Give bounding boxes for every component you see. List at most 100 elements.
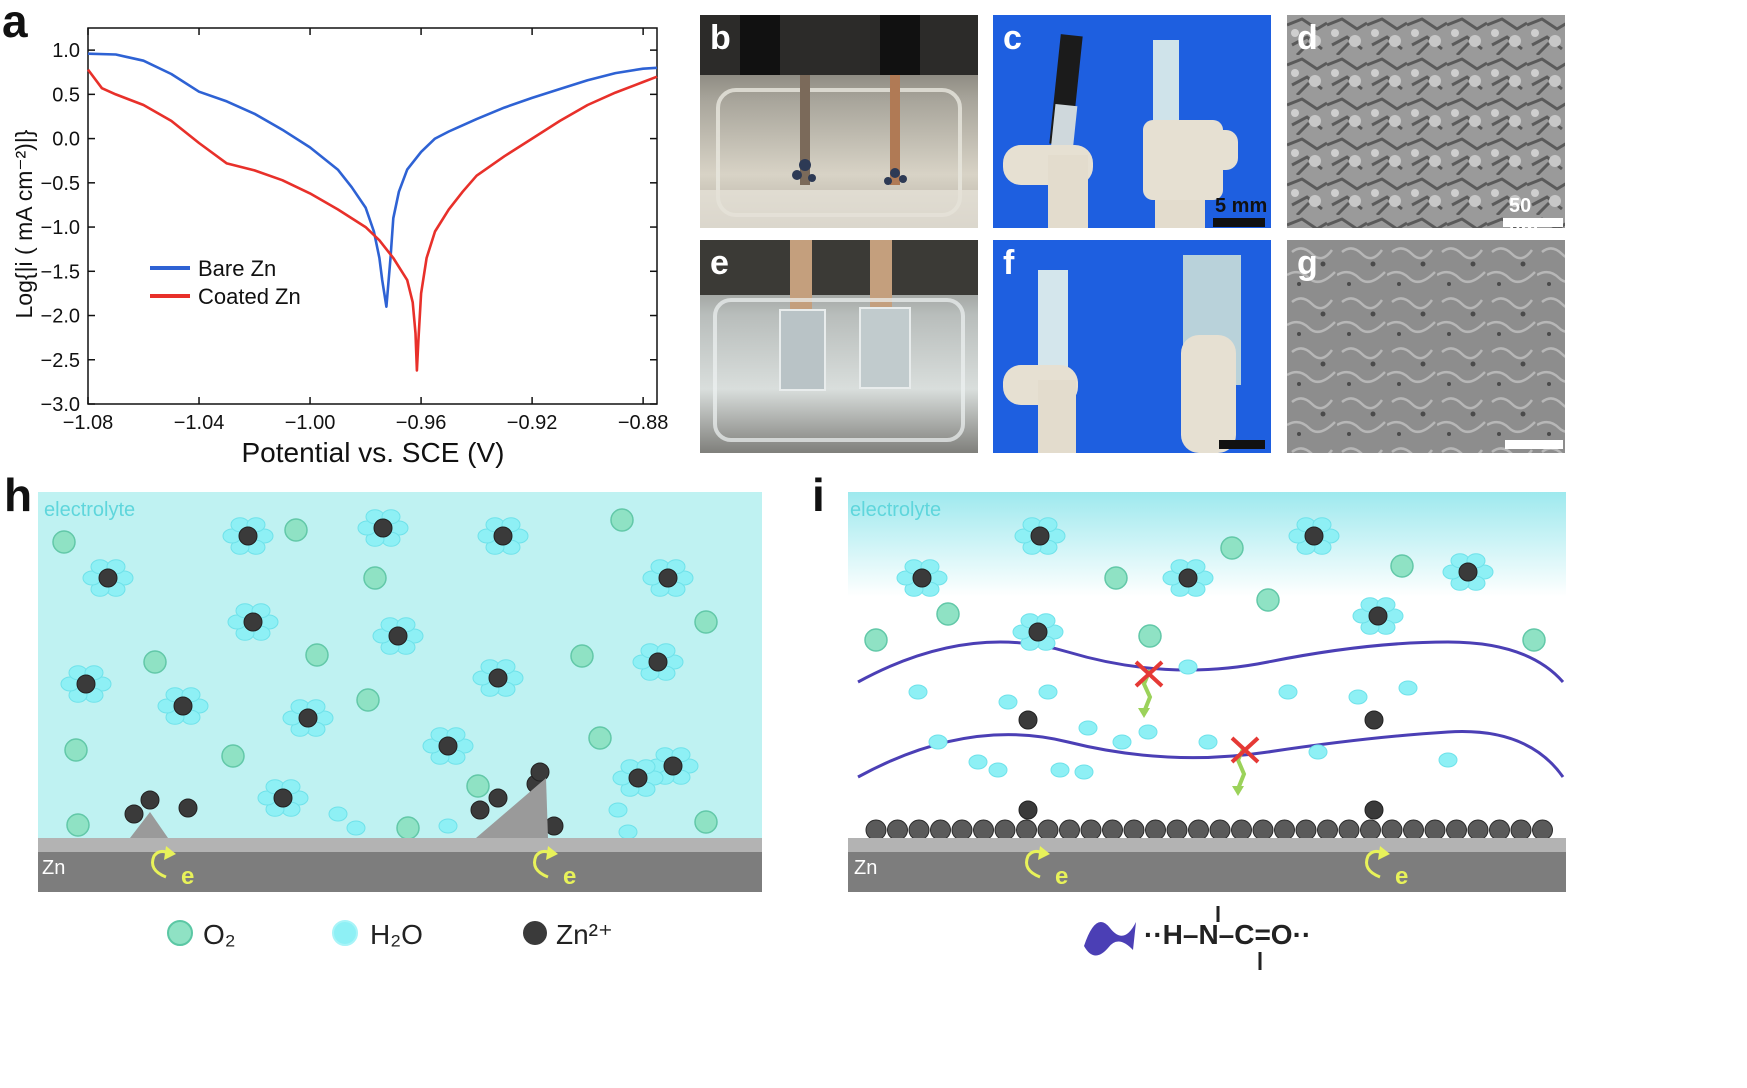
- deposited-zn-atom: [1381, 819, 1403, 841]
- y-tick-label: 0.0: [52, 129, 80, 151]
- o2-molecule: [1256, 588, 1280, 612]
- scale-bar-g: [1505, 440, 1563, 449]
- h2o-molecule: [1308, 744, 1328, 760]
- y-tick-label: −2.0: [41, 306, 80, 328]
- deposited-zn-atom: [1145, 819, 1166, 841]
- legend-label-coated-zn: Coated Zn: [198, 284, 301, 309]
- deposited-zn-atom: [951, 819, 973, 841]
- schematic-i: electrolyte Zn e e: [848, 492, 1566, 892]
- electron-arrow-i1: e: [1025, 846, 1068, 890]
- photo-letter-b: b: [710, 19, 731, 57]
- deposited-zn-atom: [1016, 819, 1037, 841]
- zn-ion: [1030, 526, 1050, 546]
- chart-frame: [87, 27, 658, 405]
- h2o-molecule: [1050, 762, 1070, 778]
- blocked-arrow-1: [1134, 660, 1164, 718]
- zn-ion: [140, 790, 160, 810]
- zn-ion: [488, 788, 508, 808]
- o2-molecule: [570, 644, 594, 668]
- h2o-symbol: [332, 920, 358, 946]
- o2-symbol: [167, 920, 193, 946]
- zn-ion: [76, 674, 96, 694]
- deposited-zn-atom: [887, 819, 908, 841]
- zn-ion: [243, 612, 263, 632]
- zn-uniform-deposit-layer: [865, 819, 1553, 841]
- zn-ion: [178, 798, 198, 818]
- deposited-zn-atom: [865, 819, 887, 841]
- o2-molecule: [1104, 566, 1128, 590]
- legend-h2o: H₂O: [332, 919, 423, 950]
- plot-frame: [87, 27, 658, 405]
- h2o-molecule: [1438, 752, 1458, 768]
- deposited-zn-atom: [1037, 819, 1059, 841]
- electrolyte-label-i: electrolyte: [850, 499, 941, 521]
- o2-molecule: [1390, 554, 1414, 578]
- h2o-molecule: [1398, 680, 1418, 696]
- electron-arrow-h2: e: [533, 846, 576, 890]
- deposited-zn-atom: [994, 819, 1016, 841]
- chart-legend: Bare Zn Coated Zn: [150, 256, 301, 309]
- h2o-molecule: [1198, 734, 1218, 750]
- o2-molecule: [64, 738, 88, 762]
- deposited-zn-atom: [1231, 819, 1252, 841]
- y-tick-label: −1.5: [41, 261, 80, 283]
- photo-c-zn-holders: c 5 mm: [993, 15, 1271, 228]
- deposited-zn-atom: [1360, 819, 1381, 841]
- scale-label-c: 5 mm: [1215, 195, 1268, 217]
- y-tick-label: −0.5: [41, 173, 80, 195]
- panel-letter-a: a: [2, 0, 28, 47]
- o2-molecule: [305, 643, 329, 667]
- zn-ion: [1018, 800, 1038, 820]
- zn-ion: [273, 788, 293, 808]
- zn-ion: [173, 696, 193, 716]
- photo-d-image: [1287, 15, 1565, 228]
- zn-ion: [912, 568, 932, 588]
- dendrite-large: [476, 778, 548, 838]
- x-axis-title: Potential vs. SCE (V): [242, 437, 505, 468]
- legend-zn2: Zn²⁺: [523, 919, 613, 950]
- electron-label-i1: e: [1055, 863, 1068, 890]
- particles-h: [52, 508, 718, 840]
- h2o-molecule: [1074, 764, 1094, 780]
- deposited-zn-atom: [973, 819, 994, 841]
- series-line-coated-zn: [86, 68, 658, 372]
- zn-ion: [628, 768, 648, 788]
- o2-molecule: [466, 774, 490, 798]
- o2-molecule: [221, 744, 245, 768]
- deposited-zn-atom: [1059, 819, 1080, 841]
- series-line-bare-zn: [87, 52, 658, 309]
- zn-ion: [388, 626, 408, 646]
- particles-i: [864, 517, 1546, 820]
- deposited-zn-atom: [908, 819, 930, 841]
- deposited-zn-atom: [1403, 819, 1424, 841]
- deposited-zn-atom: [1123, 819, 1145, 841]
- zn-ion: [1178, 568, 1198, 588]
- o2-molecule: [1220, 536, 1244, 560]
- chart-series: [86, 52, 658, 372]
- electrolyte-label-h: electrolyte: [44, 499, 135, 521]
- zn-ion: [1028, 622, 1048, 642]
- h2o-molecule: [438, 818, 458, 834]
- photo-d-sem-bare: d 50 µm: [1287, 15, 1565, 228]
- photo-b-bare-zn-cell: b: [700, 15, 978, 228]
- deposited-zn-atom: [1209, 819, 1231, 841]
- photo-e-image: [700, 240, 978, 453]
- scale-bar-f: [1219, 440, 1265, 449]
- o2-molecule: [143, 650, 167, 674]
- x-tick-label: −1.08: [63, 412, 114, 434]
- o2-molecule: [363, 566, 387, 590]
- deposited-zn-atom: [1274, 819, 1295, 841]
- deposited-zn-atom: [1317, 819, 1338, 841]
- o2-molecule: [694, 810, 718, 834]
- h2o-molecule: [618, 824, 638, 840]
- h2o-molecule: [998, 694, 1018, 710]
- zn-ion: [658, 568, 678, 588]
- h2o-molecule: [608, 802, 628, 818]
- zn-ion: [1458, 562, 1478, 582]
- polarization-chart: −1.08 −1.04 −1.00 −0.96 −0.92 −0.88 1.0 0.5 0.0 −…: [11, 27, 668, 468]
- h2o-molecule: [1078, 720, 1098, 736]
- photo-letter-d: d: [1297, 19, 1318, 57]
- deposited-zn-atom: [1532, 819, 1553, 841]
- h2o-molecule: [968, 754, 988, 770]
- x-tick-label: −0.96: [396, 412, 447, 434]
